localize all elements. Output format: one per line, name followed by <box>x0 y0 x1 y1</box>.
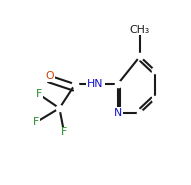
Text: CH₃: CH₃ <box>130 25 150 35</box>
Text: F: F <box>61 127 67 137</box>
Text: F: F <box>36 89 42 99</box>
Text: N: N <box>114 108 122 118</box>
Text: O: O <box>46 71 54 81</box>
Text: F: F <box>33 117 39 127</box>
Text: HN: HN <box>87 79 104 89</box>
